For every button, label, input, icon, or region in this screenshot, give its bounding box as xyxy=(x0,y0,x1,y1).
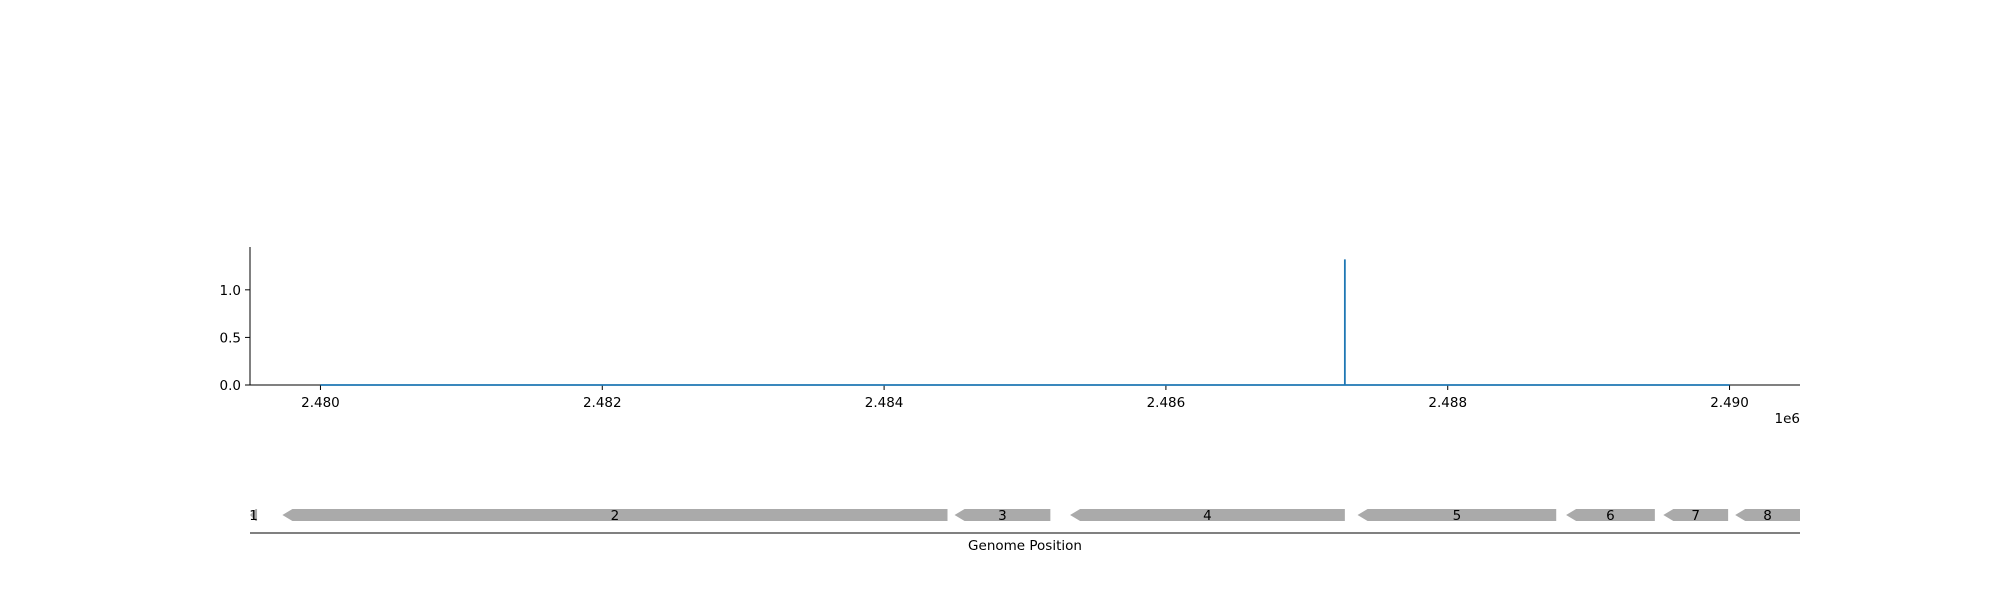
y-ticks: 0.0 0.5 1.0 xyxy=(220,283,250,394)
genes: 1 2 3 4 5 6 7 8 xyxy=(249,508,1800,524)
gene-label: 4 xyxy=(1203,508,1212,524)
gene-arrow xyxy=(250,509,258,521)
y-tick-label: 1.0 xyxy=(220,283,241,299)
gene-label: 8 xyxy=(1763,508,1772,524)
x-tick-label: 2.482 xyxy=(583,395,622,411)
x-tick-label: 2.488 xyxy=(1428,395,1467,411)
y-tick-label: 0.5 xyxy=(220,330,241,346)
gene-arrow xyxy=(1566,509,1655,521)
gene-label: 1 xyxy=(249,508,258,524)
x-tick-label: 2.480 xyxy=(301,395,340,411)
gene-track: 1 2 3 4 5 6 7 8 Genome Position xyxy=(249,508,1800,554)
gene-label: 2 xyxy=(611,508,620,524)
gene-label: 6 xyxy=(1606,508,1615,524)
gene-arrow xyxy=(1070,509,1345,521)
gene-track-xlabel: Genome Position xyxy=(968,538,1082,554)
x-tick-label: 2.486 xyxy=(1147,395,1186,411)
gene-arrow xyxy=(954,509,1051,521)
x-ticks: 2.480 2.482 2.484 2.486 2.488 2.490 xyxy=(301,385,1749,411)
gene-label: 5 xyxy=(1453,508,1462,524)
gene-label: 3 xyxy=(998,508,1007,524)
signal-axes: 2.480 2.482 2.484 2.486 2.488 2.490 0.0 0.5 1.0… xyxy=(220,247,1800,427)
gene-arrow xyxy=(1663,509,1729,521)
x-tick-label: 2.484 xyxy=(865,395,904,411)
x-tick-label: 2.490 xyxy=(1710,395,1749,411)
gene-label: 7 xyxy=(1691,508,1700,524)
x-offset-label: 1e6 xyxy=(1775,411,1800,427)
y-tick-label: 0.0 xyxy=(220,378,241,394)
gene-arrow xyxy=(282,509,948,521)
gene-arrow xyxy=(1735,509,1800,521)
signal-line xyxy=(320,259,1730,386)
gene-arrow xyxy=(1357,509,1557,521)
